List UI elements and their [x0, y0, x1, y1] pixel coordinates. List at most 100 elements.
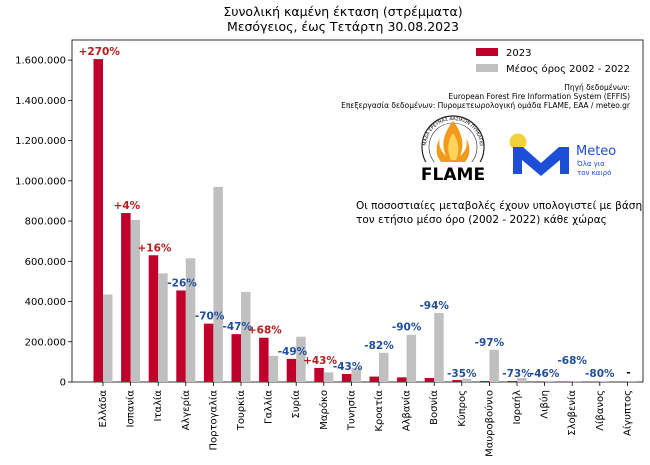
y-tick-label: 1.400.000 — [15, 96, 66, 107]
pct-label: -49% — [278, 346, 308, 358]
x-tick-label: Βοσνία — [428, 390, 440, 425]
bar-average-1 — [130, 220, 141, 382]
x-tick-label: Ισραήλ — [511, 390, 523, 425]
bar-2023-13 — [452, 379, 462, 382]
source-line-3: Επεξεργασία δεδομένων: Πυρομετεωρολογική… — [341, 101, 631, 110]
bar-average-0 — [103, 294, 113, 382]
bar-average-7 — [296, 336, 306, 382]
y-tick-label: 400.000 — [25, 297, 66, 308]
legend: 2023 Μέσος όρος 2002 - 2022 — [476, 48, 630, 75]
pct-label: +68% — [248, 325, 282, 337]
legend-label-average: Μέσος όρος 2002 - 2022 — [506, 63, 630, 75]
chart-title-line-2: Μεσόγειος, έως Τετάρτη 30.08.2023 — [227, 19, 459, 34]
bar-2023-12 — [424, 377, 435, 382]
bar-average-13 — [461, 378, 472, 382]
bar-2023-4 — [203, 323, 214, 382]
meteo-tagline-line-1: Όλα για — [576, 160, 605, 168]
y-tick-label: 1.200.000 — [15, 136, 66, 147]
pct-label: +270% — [79, 46, 121, 58]
x-tick-label: Αίγυπτος — [621, 390, 633, 436]
legend-swatch-average — [476, 64, 498, 72]
bar-average-12 — [434, 312, 444, 382]
x-tick-label: Γαλλία — [263, 390, 275, 424]
bar-average-5 — [241, 291, 251, 382]
bar-2023-1 — [121, 213, 131, 382]
x-tick-label: Αλγερία — [180, 390, 192, 431]
pct-label: -47% — [223, 321, 253, 333]
x-axis: Ελλάδα Ισπανία Ιταλία Αλγερία Πορτογαλία Τουρ… — [97, 382, 633, 457]
x-tick-label: Κύπρος — [456, 390, 468, 427]
percentage-labels: +270% +4% +16% -26% -70%-47%+68% -49%+43%-43%… — [79, 46, 631, 380]
pct-label: -68% — [557, 355, 587, 367]
pct-label: -73% — [502, 368, 532, 380]
pct-label: +16% — [137, 242, 171, 254]
bar-2023-0 — [93, 59, 103, 383]
x-tick-label: Πορτογαλία — [207, 390, 219, 451]
x-tick-label: Λίβανος — [594, 390, 606, 431]
bar-2023-15 — [507, 380, 517, 382]
source-line-1: Πηγή δεδομένων: — [564, 83, 630, 92]
meteo-tagline-line-2: τον καιρό — [577, 169, 611, 177]
legend-label-2023: 2023 — [506, 48, 531, 59]
bars-group — [93, 59, 637, 383]
pct-label: -94% — [419, 300, 449, 312]
y-tick-label: 200.000 — [25, 337, 66, 348]
source-block: Πηγή δεδομένων: European Forest Fire Inf… — [341, 83, 631, 110]
bar-average-16 — [544, 380, 555, 382]
y-axis: 0 200.000 400.000 600.000 800.000 1.000.000 1.… — [15, 56, 72, 389]
bar-average-11 — [406, 334, 417, 382]
pct-label: -97% — [475, 337, 505, 349]
pct-label: -43% — [333, 361, 363, 373]
bar-2023-7 — [286, 358, 297, 382]
bar-average-8 — [323, 372, 334, 382]
source-line-2: European Forest Fire Information System … — [448, 92, 630, 101]
bar-average-6 — [268, 355, 279, 382]
x-tick-label: Λιβύη — [539, 390, 551, 419]
y-tick-label: 0 — [60, 378, 66, 389]
bar-2023-5 — [231, 334, 241, 382]
flame-icon — [436, 121, 470, 165]
x-tick-label: Ελλάδα — [97, 390, 109, 428]
legend-swatch-2023 — [476, 48, 498, 56]
meteo-sun-icon — [509, 133, 527, 151]
x-tick-label: Συρία — [290, 390, 302, 419]
bar-2023-3 — [176, 290, 186, 382]
x-tick-label: Τυνησία — [345, 390, 357, 432]
bar-2023-8 — [314, 367, 324, 382]
x-tick-label: Μαυροβούνιο — [483, 390, 495, 457]
pct-label: - — [626, 367, 630, 379]
pct-label: -80% — [585, 368, 615, 380]
pct-label: -82% — [364, 340, 394, 352]
note-line-2: τον ετήσιο μέσο όρο (2002 - 2022) κάθε χ… — [356, 214, 607, 226]
pct-label: -46% — [530, 368, 560, 380]
note-line-1: Οι ποσοστιαίες μεταβολές έχουν υπολογιστ… — [356, 200, 642, 212]
bar-average-14 — [489, 349, 499, 382]
bar-average-4 — [213, 186, 223, 382]
x-tick-label: Μαρόκο — [318, 390, 330, 430]
meteo-name: Meteo — [576, 144, 616, 159]
bar-2023-2 — [148, 255, 159, 382]
pct-label: -26% — [167, 277, 197, 289]
bar-2023-10 — [369, 376, 379, 382]
y-tick-label: 800.000 — [25, 217, 66, 228]
bar-2023-16 — [535, 381, 545, 382]
y-tick-label: 1.000.000 — [15, 176, 66, 187]
bar-average-3 — [185, 258, 196, 382]
y-tick-label: 1.600.000 — [15, 56, 66, 67]
bar-average-15 — [517, 377, 527, 382]
bar-average-10 — [379, 352, 389, 382]
chart-title-line-1: Συνολική καμένη έκταση (στρέμματα) — [223, 4, 462, 19]
x-tick-label: Ιταλία — [152, 390, 164, 422]
flame-logo-text: FLAME — [421, 165, 485, 185]
meteo-m-icon — [513, 147, 569, 176]
x-tick-label: Τουρκία — [235, 390, 247, 432]
bar-2023-14 — [479, 380, 490, 382]
bar-2023-6 — [259, 337, 269, 382]
bar-average-17 — [572, 380, 582, 382]
x-tick-label: Ισπανία — [125, 390, 137, 428]
y-tick-label: 600.000 — [25, 257, 66, 268]
meteo-logo: Meteo Όλα για τον καιρό — [509, 133, 616, 177]
bar-average-2 — [158, 273, 168, 382]
bar-average-18 — [599, 380, 610, 382]
